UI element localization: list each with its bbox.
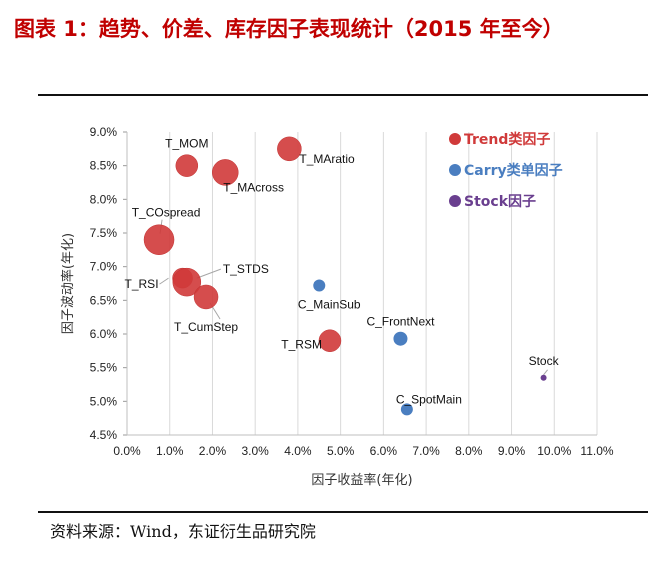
x-tick-label: 1.0% (156, 444, 184, 458)
y-tick-label: 4.5% (90, 428, 118, 442)
point-label: T_CumStep (174, 320, 238, 334)
legend-label-stock: Stock因子 (464, 194, 536, 210)
bottom-rule (38, 511, 648, 513)
source-note: 资料来源：Wind，东证衍生品研究院 (50, 522, 316, 541)
point-t-stds (172, 267, 202, 297)
point-t-macross (212, 159, 239, 186)
x-tick-label: 9.0% (498, 444, 526, 458)
leader-line (196, 268, 221, 279)
data-points (143, 136, 547, 416)
point-t-rsm (318, 329, 342, 352)
x-tick-labels: 0.0% 1.0% 2.0% 3.0% 4.0% 5.0% 6.0% 7.0% 8.0% 9.0%… (113, 444, 614, 458)
leader-line (543, 369, 548, 376)
x-tick-label: 3.0% (242, 444, 270, 458)
point-label: T_MAcross (223, 180, 284, 194)
point-label: C_MainSub (298, 298, 361, 312)
y-tick-label: 7.0% (90, 260, 118, 274)
legend-marker-carry (449, 164, 461, 176)
point-label: C_SpotMain (396, 392, 462, 406)
point-label: T_RSI (125, 277, 159, 291)
legend-label-carry: Carry类单因子 (464, 162, 563, 179)
point-c-mainsub (313, 279, 326, 292)
y-tick-label: 8.5% (90, 159, 118, 173)
x-tick-label: 4.0% (284, 444, 312, 458)
x-tick-label: 7.0% (412, 444, 440, 458)
figure-title: 图表 1：趋势、价差、库存因子表现统计（2015 年至今） (14, 17, 564, 41)
y-tick-label: 9.0% (90, 125, 118, 139)
point-label: T_MOM (165, 137, 208, 151)
x-tick-label: 11.0% (580, 444, 613, 458)
grid-lines (169, 132, 598, 435)
y-tick-labels: 4.5% 5.0% 5.5% 6.0% 6.5% 7.0% 7.5% 8.0% 8.5% 9.0% (90, 125, 118, 442)
y-tick-label: 8.0% (90, 192, 118, 206)
point-labels: T_MOM T_MAratio T_MAcross T_COspread T_RSI T_… (125, 137, 560, 407)
x-tick-label: 5.0% (327, 444, 355, 458)
x-tick-label: 10.0% (537, 444, 571, 458)
point-t-mom (175, 154, 199, 177)
scatter-chart: 0.0% 1.0% 2.0% 3.0% 4.0% 5.0% 6.0% 7.0% 8.0% 9.0%… (60, 125, 614, 488)
legend-marker-trend (449, 133, 461, 145)
y-tick-label: 6.5% (90, 293, 118, 307)
y-tick-label: 7.5% (90, 226, 118, 240)
leader-line (159, 277, 169, 285)
point-stock (540, 374, 547, 381)
point-t-maratio (277, 136, 302, 162)
y-tick-label: 6.0% (90, 327, 118, 341)
y-axis-title: 因子波动率(年化) (60, 233, 76, 334)
x-axis-title: 因子收益率(年化) (311, 472, 412, 488)
point-t-cumstep (193, 284, 219, 310)
x-tick-label: 0.0% (113, 444, 141, 458)
point-label: T_COspread (132, 206, 201, 220)
point-c-frontnext (393, 331, 408, 346)
axes (123, 131, 597, 436)
legend-label-trend: Trend类因子 (464, 131, 550, 148)
legend-marker-stock (449, 195, 461, 207)
point-label: T_RSM (281, 338, 322, 352)
point-label: Stock (529, 354, 560, 368)
point-t-cospread (143, 224, 175, 255)
top-rule (38, 94, 648, 96)
x-tick-label: 8.0% (455, 444, 483, 458)
point-label: C_FrontNext (366, 315, 435, 329)
point-label: T_STDS (223, 262, 269, 276)
y-tick-label: 5.5% (90, 361, 118, 375)
x-tick-label: 6.0% (370, 444, 398, 458)
y-tick-label: 5.0% (90, 394, 118, 408)
point-label: T_MAratio (299, 152, 355, 166)
x-tick-label: 2.0% (199, 444, 227, 458)
point-c-spotmain (400, 403, 413, 416)
legend: Trend类因子 Carry类单因子 Stock因子 (449, 131, 563, 210)
